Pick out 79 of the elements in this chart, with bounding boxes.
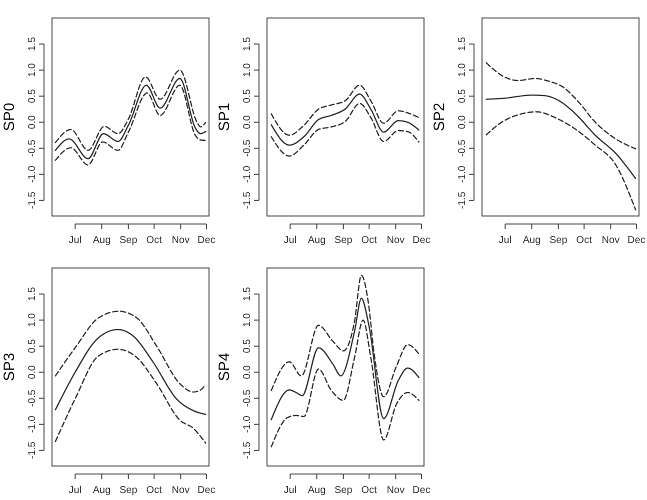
y-tick-label: -1.5: [457, 191, 468, 209]
x-tick-label: Oct: [361, 235, 378, 246]
x-tick-label: Nov: [172, 485, 190, 496]
y-tick-label: 1.5: [27, 36, 38, 52]
y-tick-label: -1.0: [27, 415, 38, 433]
x-tick-label: Jul: [498, 235, 512, 246]
y-tick-label: 1.5: [27, 286, 38, 302]
y-tick-label: -1.5: [27, 191, 38, 209]
x-tick-label: Nov: [386, 485, 405, 496]
y-tick-label: -1.0: [242, 165, 253, 183]
x-tick-label: Dec: [412, 235, 430, 246]
y-tick-label: -0.5: [27, 389, 38, 407]
y-tick-label: -1.0: [457, 165, 468, 183]
x-tick-label: Oct: [576, 235, 592, 246]
x-tick-label: Oct: [146, 235, 162, 246]
y-axis-title: SP0: [1, 102, 18, 132]
line-series: [54, 310, 204, 393]
x-tick-label: Nov: [172, 235, 190, 246]
y-tick-label: -0.5: [242, 389, 253, 407]
y-tick-label: 0.5: [242, 338, 253, 354]
x-tick-label: Nov: [386, 235, 405, 246]
y-tick-label: 1.5: [457, 36, 468, 52]
x-tick-label: Oct: [361, 485, 378, 496]
y-axis-title: SP1: [216, 102, 233, 132]
x-tick-label: Dec: [198, 485, 216, 496]
y-tick-label: 0.5: [457, 88, 468, 104]
x-tick-label: Sep: [119, 235, 138, 246]
y-tick-label: 0.5: [27, 88, 38, 104]
y-tick-label: 1.0: [27, 62, 38, 78]
y-tick-label: 1.0: [242, 62, 253, 78]
x-tick-label: Aug: [308, 485, 326, 496]
y-tick-label: 0.0: [27, 114, 38, 130]
y-tick-label: 0.0: [457, 114, 468, 130]
line-series: [486, 111, 636, 210]
y-tick-label: 1.0: [27, 312, 38, 328]
line-series: [270, 84, 420, 136]
y-tick-label: -0.5: [27, 139, 38, 157]
y-tick-label: 1.0: [242, 312, 253, 328]
y-tick-label: -1.0: [27, 165, 38, 183]
line-series: [486, 62, 636, 150]
y-tick-label: -1.5: [242, 441, 253, 459]
y-tick-label: -1.0: [242, 415, 253, 433]
y-tick-label: 0.5: [27, 338, 38, 354]
x-tick-label: Dec: [628, 235, 646, 246]
x-tick-label: Sep: [549, 235, 568, 246]
y-tick-label: 0.5: [242, 88, 253, 104]
y-tick-label: 0.0: [242, 364, 253, 380]
line-series: [486, 94, 636, 180]
x-tick-label: Dec: [412, 485, 430, 496]
x-tick-label: Dec: [198, 235, 216, 246]
y-tick-label: -0.5: [457, 139, 468, 157]
y-axis-title: SP3: [1, 352, 18, 382]
y-tick-label: 0.0: [242, 114, 253, 130]
x-tick-label: Sep: [334, 485, 353, 496]
x-tick-label: Jul: [284, 235, 297, 246]
y-tick-label: 1.0: [457, 62, 468, 78]
line-series: [270, 102, 420, 157]
x-tick-label: Aug: [92, 235, 111, 246]
x-tick-label: Jul: [284, 485, 297, 496]
line-series: [54, 348, 206, 444]
x-tick-label: Aug: [308, 235, 326, 246]
x-tick-label: Oct: [146, 485, 162, 496]
y-axis-title: SP4: [216, 352, 233, 382]
y-tick-label: 1.5: [242, 286, 253, 302]
line-series: [54, 328, 206, 416]
x-tick-label: Aug: [92, 485, 111, 496]
y-tick-label: 0.0: [27, 364, 38, 380]
x-tick-label: Sep: [119, 485, 138, 496]
x-tick-label: Sep: [334, 235, 353, 246]
y-tick-label: -1.5: [27, 441, 38, 459]
y-tick-label: -0.5: [242, 139, 253, 157]
y-tick-label: -1.5: [242, 191, 253, 209]
x-tick-label: Aug: [522, 235, 541, 246]
line-series: [270, 93, 420, 146]
x-tick-label: Jul: [68, 485, 82, 496]
x-tick-label: Jul: [68, 235, 82, 246]
y-tick-label: 1.5: [242, 36, 253, 52]
x-tick-label: Nov: [602, 235, 620, 246]
y-axis-title: SP2: [431, 102, 448, 132]
